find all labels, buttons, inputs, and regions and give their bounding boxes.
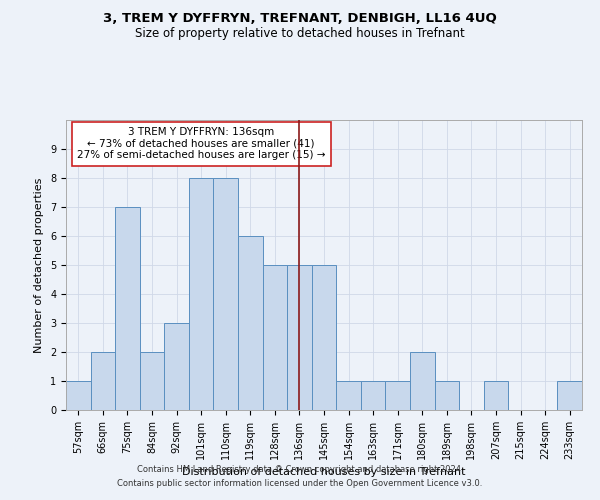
Bar — [410, 352, 434, 410]
Bar — [91, 352, 115, 410]
Bar — [164, 323, 189, 410]
Bar — [361, 381, 385, 410]
Bar — [312, 265, 336, 410]
Bar — [434, 381, 459, 410]
Bar — [115, 207, 140, 410]
Text: 3, TREM Y DYFFRYN, TREFNANT, DENBIGH, LL16 4UQ: 3, TREM Y DYFFRYN, TREFNANT, DENBIGH, LL… — [103, 12, 497, 26]
Text: Size of property relative to detached houses in Trefnant: Size of property relative to detached ho… — [135, 28, 465, 40]
Bar — [557, 381, 582, 410]
Bar — [484, 381, 508, 410]
Y-axis label: Number of detached properties: Number of detached properties — [34, 178, 44, 352]
Bar — [336, 381, 361, 410]
Bar — [263, 265, 287, 410]
Bar — [385, 381, 410, 410]
Bar — [140, 352, 164, 410]
Bar — [287, 265, 312, 410]
Bar — [214, 178, 238, 410]
Text: Contains HM Land Registry data © Crown copyright and database right 2024.
Contai: Contains HM Land Registry data © Crown c… — [118, 466, 482, 487]
Text: 3 TREM Y DYFFRYN: 136sqm
← 73% of detached houses are smaller (41)
27% of semi-d: 3 TREM Y DYFFRYN: 136sqm ← 73% of detach… — [77, 127, 325, 160]
Bar — [189, 178, 214, 410]
Bar — [66, 381, 91, 410]
Bar — [238, 236, 263, 410]
X-axis label: Distribution of detached houses by size in Trefnant: Distribution of detached houses by size … — [182, 468, 466, 477]
